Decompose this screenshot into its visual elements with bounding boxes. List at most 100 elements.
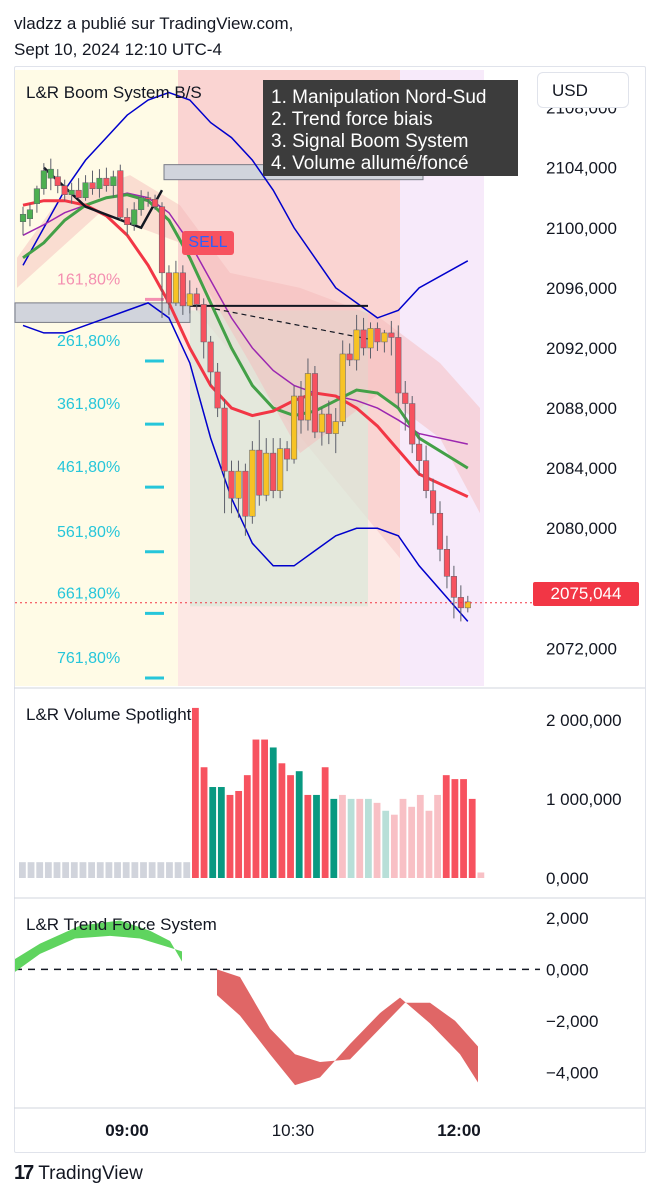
time-axis-tick: 10:30 [272,1121,315,1140]
footer-brand: TradingView [38,1162,143,1184]
candle-body [242,470,249,517]
candle-body [284,448,291,460]
candle-body [89,182,96,189]
candle-body [256,449,263,496]
candle-body [381,332,388,343]
candle-body [145,197,152,200]
candle-body [200,304,207,343]
candle-body [360,329,367,349]
legend-box: 1. Manipulation Nord-Sud 2. Trend force … [263,80,518,176]
candle-body [249,449,256,517]
volume-bar [140,862,147,878]
candle-body [311,373,318,433]
candle-body [332,421,339,434]
price-axis-tick: 2096,000 [546,279,617,298]
candle-body [68,189,75,195]
fib-level-label: 661,80% [57,585,120,602]
volume-bar [321,767,329,878]
volume-bar [390,814,398,878]
candle-body [374,328,381,343]
volume-bar [88,862,95,878]
volume-bar [408,806,416,878]
volume-bar [399,798,407,878]
volume-bar [62,862,70,878]
volume-bar [53,862,61,878]
volume-bar [226,794,234,878]
candle-body [430,490,437,514]
time-axis-tick: 12:00 [437,1121,480,1140]
volume-bar [347,798,355,878]
trend-axis-tick: 2,000 [546,909,589,928]
sell-signal-label: SELL [182,231,234,255]
candle-body [214,371,221,409]
tradingview-logo-icon: 17 [14,1162,34,1184]
fib-level-label: 361,80% [57,396,120,413]
price-axis-tick: 2088,000 [546,399,617,418]
volume-bar [304,794,312,878]
candle-body [416,443,423,461]
currency-button[interactable]: USD [537,72,629,108]
volume-bar [451,779,459,878]
fib-level-label: 261,80% [57,333,120,350]
candle-body [395,337,402,394]
candle-body [318,413,325,433]
candle-body [33,188,40,204]
volume-bar [209,787,217,878]
legend-item: 2. Trend force biais [271,109,433,130]
volume-bar [468,798,476,878]
volume-axis-tick: 1 000,000 [546,790,622,809]
candle-body [96,177,103,189]
candle-body [193,293,200,305]
time-axis-tick: 09:00 [105,1121,148,1140]
candle-body [19,213,27,222]
volume-bar [295,771,303,878]
trend-force-bullish-area [15,920,182,972]
candle-body [221,407,228,472]
trend-cloud [17,175,480,514]
candle-body [402,392,409,404]
volume-bar [166,862,173,878]
volume-bar [79,862,87,878]
trend-axis-tick: −4,000 [546,1063,598,1082]
volume-bar [269,747,277,878]
volume-bar [434,794,441,878]
volume-bar [365,798,372,878]
candle-body [207,341,214,373]
trend-force-bearish-area [217,969,478,1086]
fib-level-label: 761,80% [57,650,120,667]
ema-green-line [22,193,469,470]
price-axis-tick: 2084,000 [546,459,617,478]
fib-level-label: 461,80% [57,459,120,476]
candle-body [423,460,430,491]
boom-pane-title: L&R Boom System B/S [26,83,202,102]
candle-body [172,272,179,304]
volume-bar [235,790,243,878]
candle-body [346,353,353,361]
candle-body [47,168,54,179]
volume-bar [192,707,199,878]
fib-level-label: 161,80% [57,271,120,288]
volume-bar [96,862,104,878]
volume-bar [330,798,338,878]
candle-body [158,206,166,274]
legend-item: 1. Manipulation Nord-Sud [271,87,487,108]
volume-bar [122,862,130,878]
candle-body [436,512,444,550]
volume-bar [27,862,35,878]
candle-body [409,403,416,445]
volume-bar [287,775,294,878]
candle-body [263,452,270,496]
volume-bar [200,767,208,878]
candle-body [443,549,450,577]
candle-body [26,209,33,219]
candle-body [103,177,110,186]
projection-dashed-line [214,308,369,340]
candle-body [40,170,47,189]
candle-body [152,198,159,207]
candle-body [325,413,332,434]
candle-body [277,448,284,491]
header-date: Sept 10, 2024 12:10 UTC-4 [14,40,222,59]
volume-bar [183,862,191,878]
price-axis-tick: 2104,000 [546,159,617,178]
